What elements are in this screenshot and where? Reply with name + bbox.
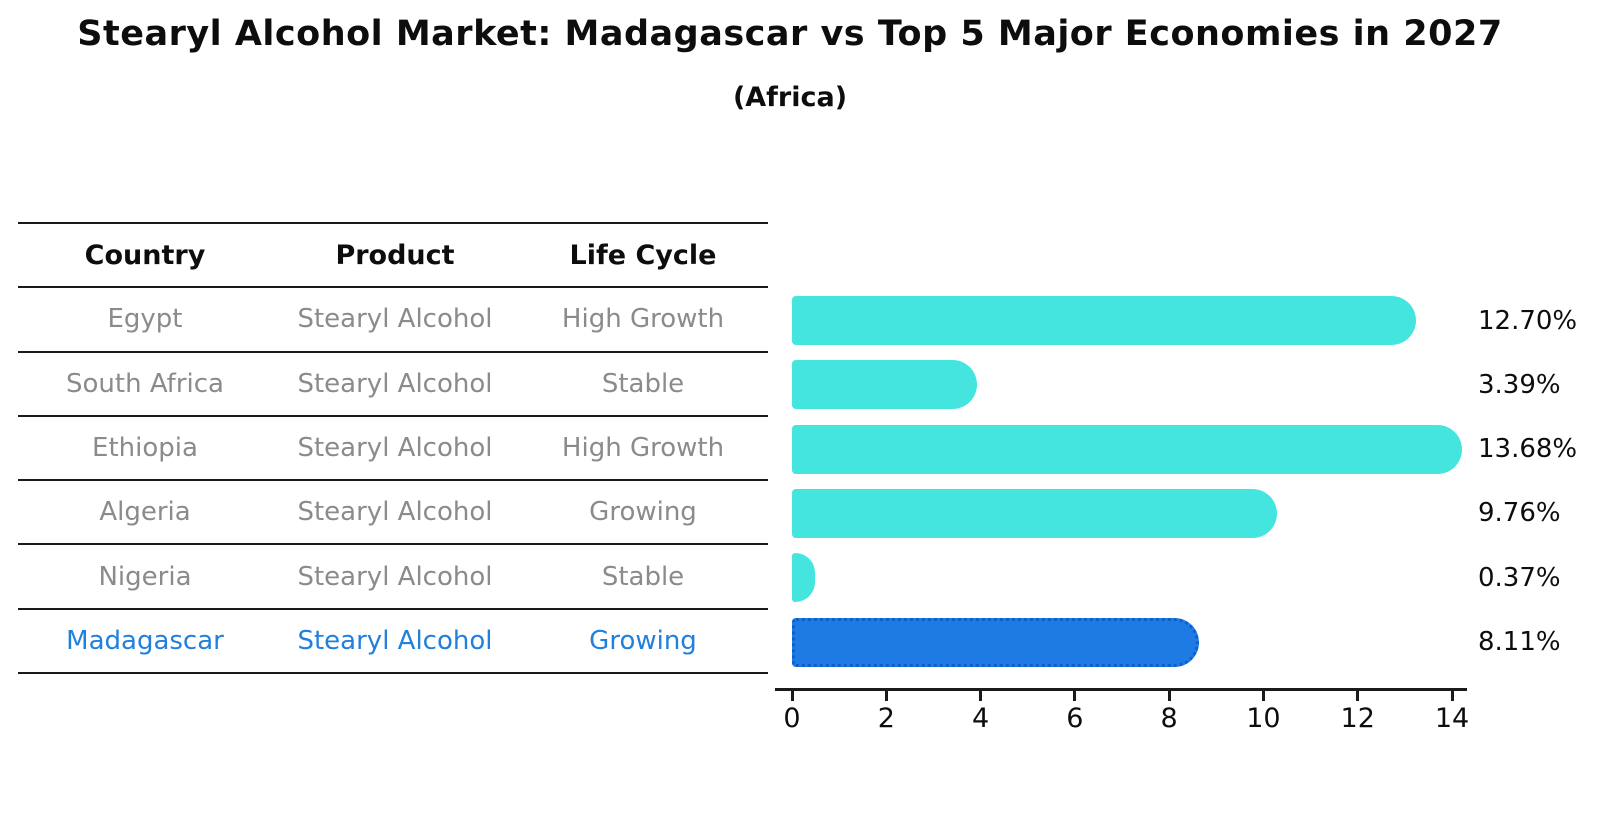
bar-ethiopia (792, 424, 1462, 474)
table-row-nigeria: Nigeria Stearyl Alcohol Stable (18, 545, 768, 610)
table-cell-life-cycle: Stable (601, 368, 685, 399)
table-cell-country: South Africa (66, 368, 224, 399)
chart-subtitle: (Africa) (732, 82, 848, 113)
table-cell-product: Stearyl Alcohol (297, 304, 493, 335)
x-axis-tick-mark (1167, 691, 1171, 701)
table-row-algeria: Algeria Stearyl Alcohol Growing (18, 481, 768, 546)
x-axis-tick-label: 8 (1160, 703, 1178, 734)
table-cell-country: Egypt (107, 304, 183, 335)
table-cell-life-cycle: Stable (601, 561, 685, 592)
x-axis-tick-label: 10 (1246, 703, 1281, 734)
bar-value-label: 8.11% (1478, 627, 1561, 658)
table-cell-life-cycle: High Growth (561, 433, 725, 464)
table-cell-product: Stearyl Alcohol (297, 368, 493, 399)
x-axis-tick-mark (1356, 691, 1360, 701)
table-cell-life-cycle: Growing (589, 497, 697, 528)
bar-nigeria (792, 553, 816, 603)
table-cell-product: Stearyl Alcohol (297, 497, 493, 528)
column-header-life-cycle: Life Cycle (569, 239, 717, 271)
x-axis-tick-label: 14 (1434, 703, 1470, 734)
table-cell-country: Nigeria (98, 561, 192, 592)
chart-title: Stearyl Alcohol Market: Madagascar vs To… (77, 14, 1503, 54)
table-cell-country: Algeria (99, 497, 191, 528)
table-body: Egypt Stearyl Alcohol High Growth South Afr… (18, 288, 768, 675)
bar-value-label: 0.37% (1478, 562, 1561, 593)
x-axis-tick-mark (1073, 691, 1077, 701)
column-header-product: Product (335, 239, 455, 271)
x-axis-tick-label: 4 (971, 703, 990, 734)
table-row-egypt: Egypt Stearyl Alcohol High Growth (18, 288, 768, 353)
x-axis-line (775, 688, 1467, 691)
bar-value-label: 3.39% (1478, 369, 1561, 400)
table-cell-country: Madagascar (66, 625, 224, 656)
bar-value-label: 12.70% (1478, 305, 1578, 336)
x-axis-tick-mark (1450, 691, 1454, 701)
bar-madagascar (792, 617, 1200, 667)
bar-value-label: 9.76% (1478, 498, 1561, 529)
table-row-madagascar: Madagascar Stearyl Alcohol Growing (18, 610, 768, 675)
x-axis-tick-label: 12 (1340, 703, 1375, 734)
table-cell-country: Ethiopia (92, 433, 198, 464)
table-cell-product: Stearyl Alcohol (297, 433, 493, 464)
bar-value-label: 13.68% (1478, 434, 1578, 465)
column-header-country: Country (84, 239, 206, 271)
x-axis-tick-label: 6 (1066, 703, 1084, 734)
table-cell-product: Stearyl Alcohol (297, 625, 493, 656)
bar-algeria (792, 488, 1278, 538)
table-row-south-africa: South Africa Stearyl Alcohol Stable (18, 353, 768, 417)
table-cell-product: Stearyl Alcohol (297, 561, 493, 592)
x-axis-tick-mark (884, 691, 888, 701)
x-axis-tick-mark (1261, 691, 1265, 701)
x-axis-tick-label: 0 (783, 703, 801, 734)
x-axis-tick-mark (979, 691, 983, 701)
bar-egypt (792, 296, 1416, 345)
bar-south-africa (792, 360, 977, 410)
table-cell-life-cycle: High Growth (561, 304, 725, 335)
x-axis-tick-label: 2 (877, 703, 895, 734)
table-row-ethiopia: Ethiopia Stearyl Alcohol High Growth (18, 417, 768, 482)
table-cell-life-cycle: Growing (589, 625, 697, 656)
comparison-table: Country Product Life Cycle Egypt Stearyl … (18, 222, 768, 675)
x-axis-tick-mark (790, 691, 794, 701)
table-header-row: Country Product Life Cycle (18, 222, 768, 289)
